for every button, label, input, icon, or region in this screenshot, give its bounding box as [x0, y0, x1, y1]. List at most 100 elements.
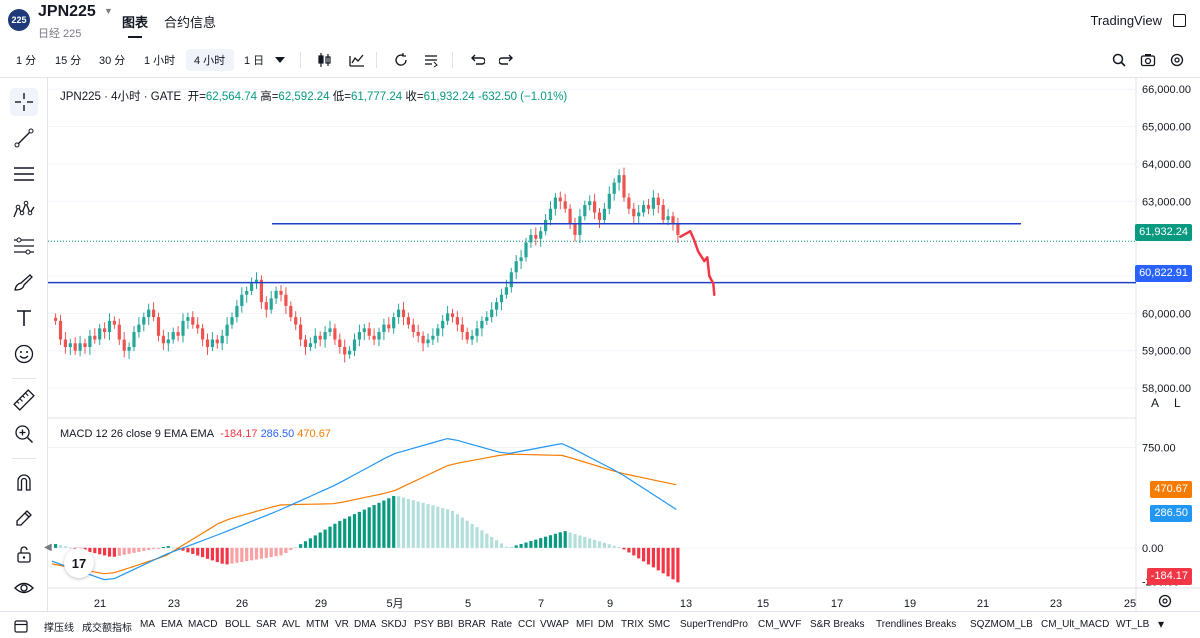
macd-histogram-bar: [210, 547, 214, 561]
symbol-caret-icon[interactable]: ▼: [104, 6, 113, 16]
indicator-button[interactable]: DM: [598, 619, 614, 630]
tab-contract-info[interactable]: 合约信息: [164, 15, 217, 30]
lock-icon[interactable]: [10, 540, 38, 568]
candle-body: [446, 313, 450, 321]
horizontal-lines-icon[interactable]: [10, 160, 38, 188]
indicator-button[interactable]: VR: [335, 619, 349, 630]
indicator-button[interactable]: WT_LB: [1116, 619, 1150, 630]
macd-histogram-bar: [416, 501, 420, 548]
macd-histogram-bar: [303, 541, 308, 548]
alerts-list-icon[interactable]: [422, 51, 440, 69]
indicator-button[interactable]: SAR: [256, 619, 277, 630]
undo-icon[interactable]: [468, 51, 486, 69]
candle-body: [637, 212, 641, 217]
timeframe-1h[interactable]: 1 小时: [144, 55, 176, 67]
brush-icon[interactable]: [10, 268, 38, 296]
fullscreen-icon[interactable]: [1173, 14, 1186, 27]
freehand-drawing[interactable]: [679, 229, 716, 296]
zoom-in-icon[interactable]: [10, 420, 38, 448]
calendar-icon[interactable]: [14, 619, 28, 636]
indicator-button[interactable]: SMC: [648, 619, 671, 630]
timeframe-15m[interactable]: 15 分: [55, 55, 82, 67]
change-value: -632.50 (−1.01%): [477, 91, 568, 103]
indicator-button[interactable]: VWAP: [540, 619, 570, 630]
indicator-button[interactable]: Trendlines Breaks: [876, 619, 957, 630]
macd-signal-value: 470.67: [297, 428, 331, 440]
candle-body: [563, 201, 567, 209]
indicator-button[interactable]: SKDJ: [381, 619, 407, 630]
indicators-icon[interactable]: [348, 51, 366, 69]
timeframe-1d[interactable]: 1 日: [244, 55, 265, 67]
macd-histogram-bar: [406, 498, 410, 548]
collapse-pane-icon[interactable]: ◀: [44, 542, 52, 553]
candle-body: [348, 350, 352, 355]
indicator-button[interactable]: BOLL: [225, 619, 251, 630]
indicator-button[interactable]: SuperTrendPro: [680, 619, 748, 630]
candle-body: [397, 309, 401, 318]
redo-icon[interactable]: [498, 51, 516, 69]
indicator-button[interactable]: Rate: [491, 619, 513, 630]
tab-chart[interactable]: 图表: [122, 15, 149, 30]
indicator-button[interactable]: CM_WVF: [758, 619, 802, 630]
macd-histogram-bar: [460, 517, 464, 548]
macd-histogram-bar: [132, 547, 136, 553]
main-chart[interactable]: 750.000.00-250.00 66,000.0065,000.0064,0…: [48, 78, 1200, 611]
candle-body: [475, 328, 479, 336]
indicator-button[interactable]: DMA: [354, 619, 377, 630]
text-tool-icon[interactable]: [10, 304, 38, 332]
indicator-button[interactable]: BBI: [437, 619, 454, 630]
indicator-button[interactable]: SQZMOM_LB: [970, 619, 1033, 630]
settings-icon[interactable]: [1168, 51, 1186, 69]
drawing-mode-icon[interactable]: [10, 504, 38, 532]
timeframe-dropdown-icon[interactable]: [271, 51, 289, 69]
magnet-icon[interactable]: [10, 468, 38, 496]
candle-body: [88, 335, 92, 348]
indicator-button[interactable]: 成交额指标: [82, 623, 132, 634]
trend-line-icon[interactable]: [10, 124, 38, 152]
indicator-button[interactable]: MA: [140, 619, 155, 630]
macd-histogram-bar: [205, 547, 210, 559]
indicator-button[interactable]: MACD: [188, 619, 218, 630]
pattern-icon[interactable]: [10, 196, 38, 224]
candle-body: [112, 320, 116, 325]
crosshair-icon[interactable]: [10, 88, 38, 116]
more-indicators-icon[interactable]: ▾: [1158, 617, 1165, 631]
indicator-button[interactable]: S&R Breaks: [810, 619, 865, 630]
search-icon[interactable]: [1110, 51, 1128, 69]
candles-icon[interactable]: [316, 51, 334, 69]
symbol-name[interactable]: JPN225: [38, 3, 96, 20]
timeframe-4h[interactable]: 4 小时: [194, 55, 226, 67]
fib-tools-icon[interactable]: [10, 232, 38, 260]
indicator-button[interactable]: CM_Ult_MACD: [1041, 619, 1110, 630]
tradingview-logo[interactable]: 17: [64, 548, 94, 578]
indicator-button[interactable]: CCI: [518, 619, 536, 630]
indicator-button[interactable]: PSY: [414, 619, 435, 630]
ruler-icon[interactable]: [10, 386, 38, 414]
log-scale-button[interactable]: L: [1174, 396, 1181, 410]
camera-icon[interactable]: [1139, 51, 1157, 69]
macd-histogram-bar: [495, 540, 499, 548]
candle-body: [284, 294, 288, 306]
indicator-button[interactable]: EMA: [161, 619, 183, 630]
horizontal-lines[interactable]: [48, 222, 1136, 284]
macd-title[interactable]: MACD 12 26 close 9 EMA EMA: [60, 428, 215, 440]
timeframe-1m[interactable]: 1 分: [16, 55, 37, 67]
emoji-icon[interactable]: [10, 340, 38, 368]
indicator-button[interactable]: MFI: [576, 619, 594, 630]
macd-histogram-bar: [362, 509, 366, 548]
indicator-button[interactable]: 撑压线: [44, 623, 74, 634]
visibility-icon[interactable]: [10, 574, 38, 602]
candle-body: [426, 339, 430, 344]
timeframe-30m[interactable]: 30 分: [99, 55, 126, 67]
indicator-button[interactable]: AVL: [282, 619, 301, 630]
price-axis-label: 66,000.00: [1142, 84, 1191, 96]
candle-body: [387, 324, 391, 329]
indicator-button[interactable]: MTM: [306, 619, 329, 630]
indicator-button[interactable]: BRAR: [458, 619, 486, 630]
axis-settings-icon[interactable]: [1158, 594, 1172, 613]
auto-scale-button[interactable]: A: [1151, 396, 1160, 410]
indicator-button[interactable]: TRIX: [621, 619, 644, 630]
macd-histogram-bar: [294, 547, 298, 549]
macd-tag: 286.50: [1150, 505, 1192, 522]
replay-icon[interactable]: [392, 51, 410, 69]
